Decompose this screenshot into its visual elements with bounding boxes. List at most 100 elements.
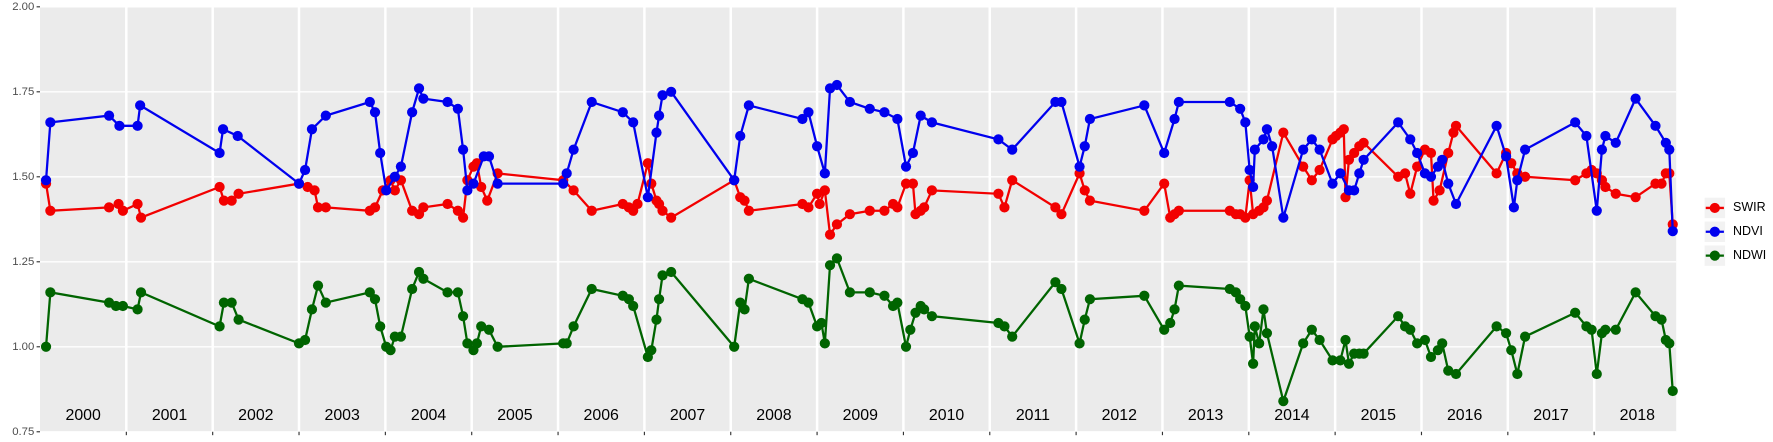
y-tick-label: 1.50 — [12, 171, 34, 183]
data-point — [1340, 334, 1351, 346]
data-point — [642, 158, 653, 169]
data-point — [442, 198, 453, 210]
data-point — [226, 195, 237, 206]
data-point — [879, 205, 890, 216]
data-point — [919, 202, 930, 213]
y-tick-label: 2.00 — [12, 1, 34, 13]
data-point — [803, 202, 814, 213]
data-point — [1050, 277, 1061, 288]
data-point — [45, 117, 56, 128]
data-point — [1306, 324, 1317, 335]
data-point — [1610, 324, 1621, 335]
data-point — [586, 96, 597, 108]
data-point — [1591, 368, 1602, 380]
data-point — [1443, 365, 1454, 376]
data-point — [375, 321, 386, 332]
year-label: 2008 — [756, 407, 792, 424]
data-point — [844, 96, 856, 108]
legend-label: NDVI — [1733, 224, 1763, 238]
data-point — [926, 185, 938, 196]
data-point — [1437, 338, 1448, 349]
data-point — [1349, 185, 1360, 196]
data-point — [1007, 144, 1018, 155]
data-point — [628, 300, 639, 312]
year-label: 2002 — [238, 407, 274, 424]
data-point — [864, 103, 875, 114]
data-point — [824, 260, 836, 271]
data-point — [666, 266, 677, 278]
data-point — [1247, 181, 1259, 193]
data-point — [1298, 161, 1309, 172]
data-point — [1506, 345, 1517, 356]
data-point — [233, 188, 244, 199]
data-point — [1500, 151, 1512, 162]
data-point — [395, 161, 407, 172]
data-point — [1306, 134, 1317, 145]
data-point — [132, 304, 143, 315]
data-point — [1240, 212, 1251, 223]
data-point — [299, 334, 311, 346]
year-label: 2005 — [497, 407, 533, 424]
data-point — [657, 205, 668, 216]
data-point — [1656, 178, 1667, 189]
data-point — [1630, 192, 1641, 203]
data-point — [900, 341, 912, 352]
data-point — [586, 205, 597, 216]
data-point — [1656, 314, 1667, 325]
data-point — [1570, 117, 1581, 128]
y-tick-label: 1.00 — [12, 341, 34, 353]
data-point — [1425, 351, 1437, 363]
data-point — [892, 202, 903, 213]
data-point — [1240, 117, 1251, 128]
data-point — [1240, 300, 1251, 312]
data-point — [381, 185, 392, 196]
data-point — [1261, 124, 1273, 135]
data-point — [1664, 144, 1675, 155]
legend-dot — [1709, 202, 1720, 214]
data-point — [369, 202, 381, 213]
data-point — [1298, 144, 1309, 155]
data-point — [1343, 358, 1355, 369]
data-point — [1443, 178, 1454, 189]
data-point — [1314, 334, 1325, 346]
data-point — [735, 130, 746, 142]
data-point — [476, 181, 487, 193]
data-point — [1519, 144, 1531, 155]
data-point — [561, 168, 572, 179]
data-point — [1335, 168, 1346, 179]
data-point — [117, 300, 128, 312]
marks — [40, 79, 1678, 407]
data-point — [739, 195, 750, 206]
year-label: 2013 — [1188, 407, 1224, 424]
data-point — [926, 117, 938, 128]
data-point — [892, 113, 903, 125]
data-point — [135, 287, 147, 298]
data-point — [483, 324, 495, 335]
data-point — [442, 96, 453, 108]
data-point — [492, 341, 503, 352]
data-point — [1056, 283, 1067, 295]
data-point — [418, 202, 429, 213]
data-point — [1500, 328, 1512, 339]
data-point — [385, 345, 396, 356]
data-point — [568, 144, 579, 155]
data-point — [814, 198, 825, 210]
data-point — [653, 110, 665, 121]
data-point — [1450, 198, 1462, 210]
data-point — [824, 229, 836, 240]
data-point — [1412, 338, 1423, 349]
data-point — [1314, 164, 1325, 176]
data-point — [1393, 311, 1404, 322]
data-point — [218, 297, 230, 308]
data-point — [926, 311, 938, 322]
data-point — [1412, 147, 1423, 159]
data-point — [561, 338, 572, 349]
data-point — [879, 107, 890, 118]
data-point — [1159, 178, 1170, 189]
grid — [39, 6, 1677, 433]
data-point — [1354, 168, 1365, 179]
data-point — [1084, 294, 1096, 305]
data-point — [1600, 130, 1611, 142]
data-point — [568, 321, 579, 332]
data-point — [40, 175, 52, 186]
